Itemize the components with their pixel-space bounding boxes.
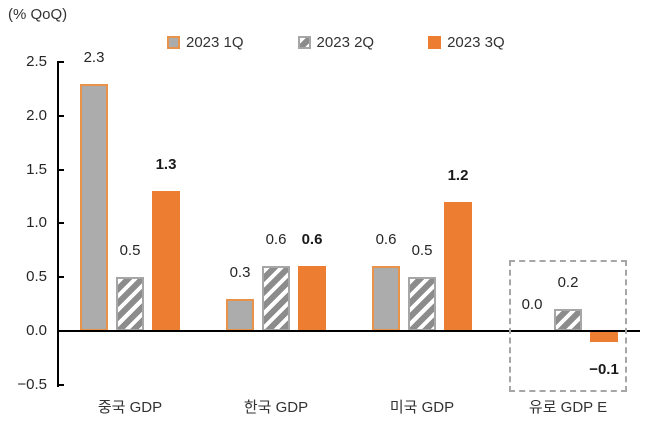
bar-2023-3q-group2 xyxy=(298,266,326,331)
bar-value-label: 0.6 xyxy=(265,231,287,249)
category-label: 유로 GDP E xyxy=(528,399,608,416)
legend-label-2023-2q: 2023 2Q xyxy=(316,34,375,51)
bar-value-label: 0.6 xyxy=(375,231,397,249)
legend-label-2023-1q: 2023 1Q xyxy=(186,34,244,51)
chart-legend: 2023 1Q 2023 2Q 2023 3Q xyxy=(167,34,505,51)
bar-2023-3q-group1 xyxy=(152,191,180,331)
zero-line xyxy=(57,330,640,332)
bar-2023-2q-group1 xyxy=(116,277,144,331)
y-tick-label: −0.5 xyxy=(17,375,47,393)
y-tick xyxy=(57,222,64,225)
legend-item-2023-1q: 2023 1Q xyxy=(167,34,244,51)
legend-item-2023-2q: 2023 2Q xyxy=(297,34,375,51)
bar-2023-2q-group2 xyxy=(262,266,290,331)
bar-value-label: 1.2 xyxy=(447,166,469,184)
bar-value-label: 0.6 xyxy=(301,231,323,249)
y-tick-label: 1.5 xyxy=(26,160,47,178)
legend-swatch-2023-1q-icon xyxy=(167,36,180,49)
y-tick xyxy=(57,383,64,386)
legend-swatch-2023-2q-icon xyxy=(297,36,311,49)
bar-value-label: 0.3 xyxy=(229,263,251,281)
category-label: 한국 GDP xyxy=(243,399,309,416)
bar-2023-1q-group2 xyxy=(226,298,254,331)
bar-2023-3q-group3 xyxy=(444,201,472,331)
bar-2023-2q-group3 xyxy=(408,277,436,331)
bar-2023-1q-group1 xyxy=(80,83,108,331)
y-tick xyxy=(57,61,64,63)
bar-value-label: −0.1 xyxy=(589,360,619,378)
y-tick-label: 2.0 xyxy=(26,106,47,124)
y-tick-label: 2.5 xyxy=(26,53,47,70)
bar-value-label: 0.5 xyxy=(411,242,433,260)
bar-value-label: 0.2 xyxy=(557,274,579,292)
y-tick xyxy=(57,114,64,117)
y-tick-label: 0.0 xyxy=(26,322,47,339)
category-label: 중국 GDP xyxy=(97,399,163,416)
axis-unit-label: (% QoQ) xyxy=(8,6,68,23)
y-tick-label: 1.0 xyxy=(26,214,47,232)
legend-swatch-2023-3q-icon xyxy=(428,36,442,49)
bar-value-label: 0.0 xyxy=(521,296,543,313)
bar-2023-1q-group3 xyxy=(372,266,400,331)
category-label: 미국 GDP xyxy=(389,399,455,416)
bar-2023-3q-group4 xyxy=(590,331,618,342)
legend-item-2023-3q: 2023 3Q xyxy=(428,34,505,51)
y-axis-line xyxy=(57,62,59,387)
legend-label-2023-3q: 2023 3Q xyxy=(447,34,505,51)
y-tick xyxy=(57,168,64,171)
bar-value-label: 0.5 xyxy=(119,242,141,260)
bar-value-label: 2.3 xyxy=(83,48,105,66)
euro-highlight-dashed-box xyxy=(509,260,627,392)
y-tick-label: 0.5 xyxy=(26,268,47,286)
y-tick xyxy=(57,276,64,279)
bar-value-label: 1.3 xyxy=(155,156,177,174)
